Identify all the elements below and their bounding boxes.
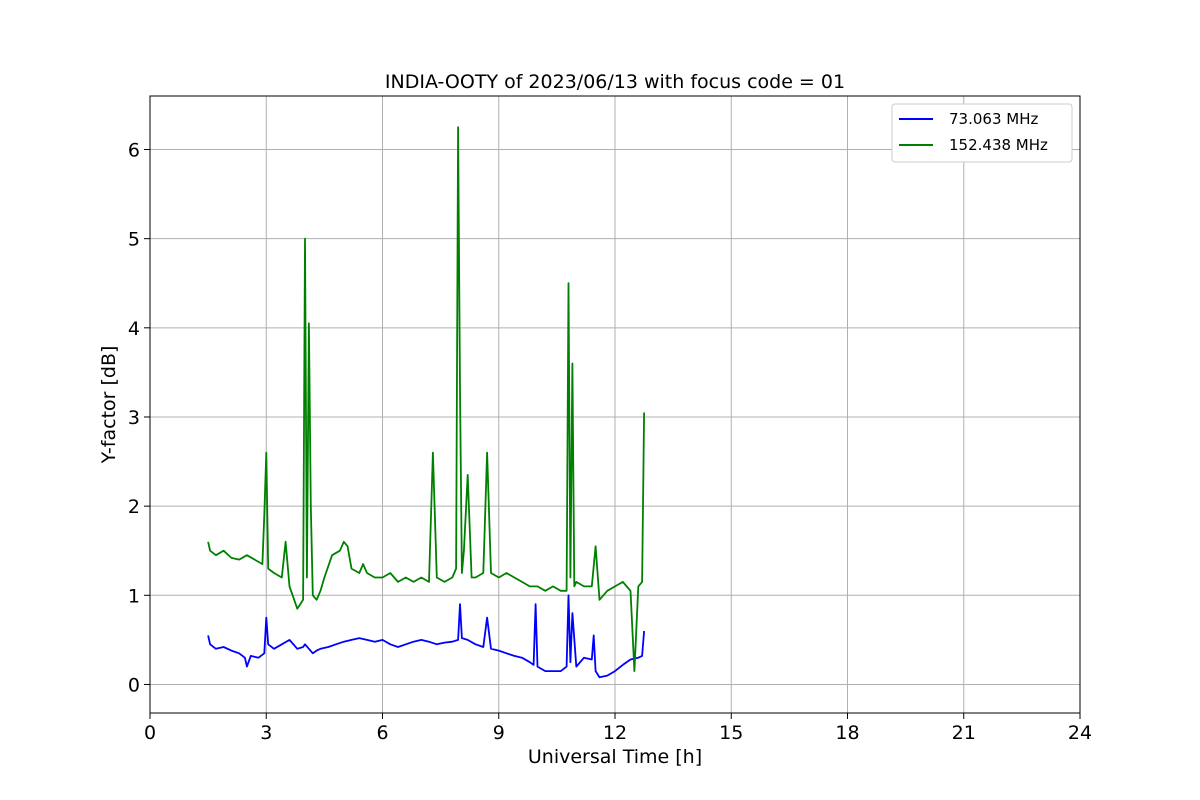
x-tick-label: 12 [603,722,627,744]
x-tick-label: 9 [493,722,505,744]
x-tick-label: 6 [376,722,388,744]
legend-label-1: 152.438 MHz [949,136,1048,154]
y-tick-label: 2 [128,496,140,518]
x-axis-label: Universal Time [h] [528,746,702,768]
legend-label-0: 73.063 MHz [949,110,1038,128]
y-tick-label: 1 [128,585,140,607]
legend-box [891,103,1073,163]
series-layer [207,126,645,679]
y-tick-label: 3 [128,407,140,429]
legend: 73.063 MHz 152.438 MHz [891,103,1073,163]
x-tick-label: 18 [835,722,859,744]
y-axis-ticks: 0 1 2 3 4 5 6 [128,139,150,696]
y-tick-label: 4 [128,318,140,340]
x-tick-label: 0 [144,722,156,744]
series-line-1 [207,126,645,672]
y-tick-label: 6 [128,139,140,161]
y-tick-label: 0 [128,674,140,696]
chart-title: INDIA-OOTY of 2023/06/13 with focus code… [385,71,845,93]
x-tick-label: 15 [719,722,743,744]
series-line-0 [207,594,645,679]
y-axis-label: Y-factor [dB] [98,346,120,465]
x-tick-label: 24 [1068,722,1092,744]
x-tick-label: 3 [260,722,272,744]
y-tick-label: 5 [128,229,140,251]
x-axis-ticks: 0 3 6 9 12 15 18 21 24 [144,713,1092,744]
x-tick-label: 21 [952,722,976,744]
